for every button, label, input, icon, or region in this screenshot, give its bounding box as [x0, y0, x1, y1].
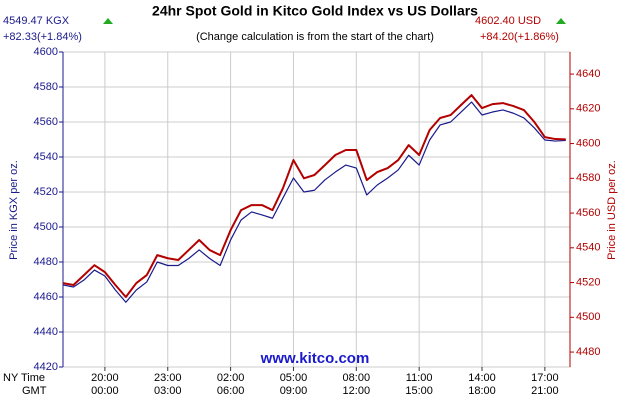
series-line	[62, 94, 566, 298]
y2-tick-label: 4600	[576, 137, 600, 149]
x2-tick-label: 15:00	[405, 385, 433, 397]
x-tick-label: 11:00	[406, 372, 433, 384]
right-change: +84.20(+1.86%)	[480, 31, 559, 43]
left-change: +82.33(+1.84%)	[3, 31, 82, 43]
y-tick-label: 4520	[34, 186, 58, 198]
x2-tick-label: 03:00	[154, 385, 182, 397]
y-tick-label: 4460	[34, 291, 58, 303]
x-tick-label: 14:00	[468, 372, 496, 384]
x2-tick-label: 06:00	[217, 385, 245, 397]
y-tick-label: 4600	[34, 46, 58, 58]
x-tick-label: 20:00	[91, 372, 119, 384]
y2-tick-label: 4580	[576, 172, 600, 184]
watermark: www.kitco.com	[260, 350, 370, 367]
y2-axis-label: Price in USD per oz.	[606, 160, 618, 260]
y2-tick-label: 4520	[576, 276, 600, 288]
x2-tick-label: 21:00	[531, 385, 559, 397]
y-tick-label: 4440	[34, 326, 58, 338]
right-price: 4602.40 USD	[475, 15, 541, 27]
y-tick-label: 4560	[34, 116, 58, 128]
x2-tick-label: 09:00	[280, 385, 308, 397]
up-icon	[556, 18, 566, 24]
x-tick-label: 08:00	[343, 372, 371, 384]
y2-tick-label: 4540	[576, 242, 600, 254]
x2-tick-label: 00:00	[91, 385, 119, 397]
x2-tick-label: 18:00	[468, 385, 496, 397]
y-tick-label: 4580	[34, 81, 58, 93]
x-axis-label: NY Time	[3, 372, 45, 384]
y-tick-label: 4420	[34, 361, 58, 373]
chart-title: 24hr Spot Gold in Kitco Gold Index vs US…	[152, 3, 478, 19]
x2-axis-label: GMT	[22, 385, 47, 397]
x2-tick-label: 12:00	[343, 385, 371, 397]
y-tick-label: 4540	[34, 151, 58, 163]
x-tick-label: 05:00	[280, 372, 308, 384]
y-axis-label: Price in KGX per oz.	[8, 160, 20, 260]
plot-area	[62, 51, 571, 368]
y-tick-label: 4480	[34, 256, 58, 268]
y2-tick-label: 4620	[576, 103, 600, 115]
chart-subtitle: (Change calculation is from the start of…	[196, 31, 434, 43]
x-tick-label: 23:00	[154, 372, 182, 384]
left-price: 4549.47 KGX	[3, 15, 70, 27]
y2-tick-label: 4480	[576, 346, 600, 358]
x-tick-label: 02:00	[217, 372, 245, 384]
y-tick-label: 4500	[34, 221, 58, 233]
y2-tick-label: 4640	[576, 68, 600, 80]
y2-tick-label: 4500	[576, 311, 600, 323]
y2-tick-label: 4560	[576, 207, 600, 219]
series-line	[62, 101, 566, 303]
x-tick-label: 17:00	[531, 372, 559, 384]
up-icon	[103, 18, 113, 24]
